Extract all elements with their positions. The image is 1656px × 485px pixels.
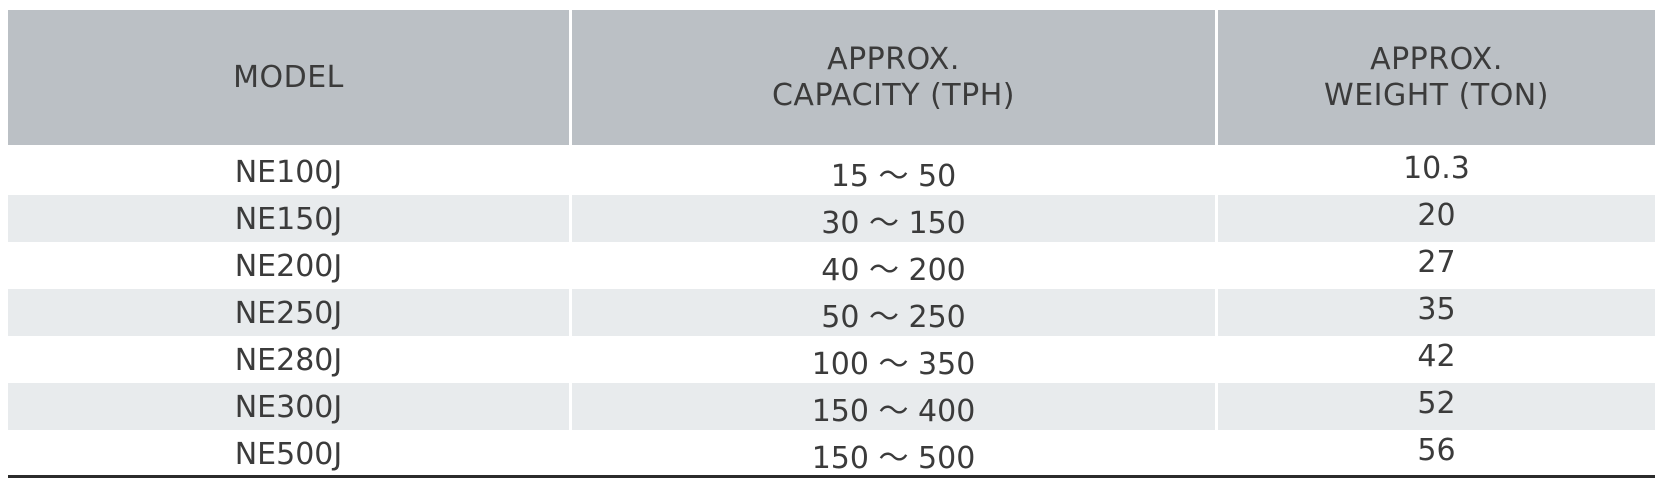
table-row: NE500J 150 〜 500 56 [8,430,1655,477]
cell-weight: 20 [1417,198,1456,233]
table-row: NE200J 40 〜 200 27 [8,242,1655,289]
table-row: NE100J 15 〜 50 10.3 [8,148,1655,195]
header-weight-line-1: APPROX. [1370,41,1503,77]
cell-capacity: 30 〜 150 [572,195,1218,242]
header-weight-line-2: WEIGHT (TON) [1324,77,1549,113]
header-weight: APPROX. WEIGHT (TON) [1218,10,1655,145]
cell-model: NE200J [8,242,572,289]
table-bottom-rule [8,475,1655,478]
cell-capacity: 15 〜 50 [572,148,1218,195]
table-row: NE150J 30 〜 150 20 [8,195,1655,242]
cell-weight: 35 [1417,292,1456,327]
cell-weight: 42 [1417,339,1456,374]
table-row: NE280J 100 〜 350 42 [8,336,1655,383]
header-capacity: APPROX. CAPACITY (TPH) [572,10,1218,145]
header-capacity-line-2: CAPACITY (TPH) [771,77,1015,113]
cell-capacity: 150 〜 500 [572,430,1218,477]
cell-model: NE500J [8,430,572,477]
cell-capacity: 40 〜 200 [572,242,1218,289]
cell-model: NE280J [8,336,572,383]
header-capacity-line-1: APPROX. [827,41,960,77]
header-model-label: MODEL [233,59,344,95]
cell-capacity: 50 〜 250 [572,289,1218,336]
cell-model: NE100J [8,148,572,195]
table-row: NE250J 50 〜 250 35 [8,289,1655,336]
cell-capacity: 150 〜 400 [572,383,1218,430]
cell-capacity: 100 〜 350 [572,336,1218,383]
cell-weight: 10.3 [1403,151,1470,186]
cell-model: NE300J [8,383,572,430]
cell-weight: 52 [1417,386,1456,421]
header-model: MODEL [8,10,572,145]
table-header-row: MODEL APPROX. CAPACITY (TPH) APPROX. WEI… [8,10,1655,148]
cell-model: NE250J [8,289,572,336]
spec-table: MODEL APPROX. CAPACITY (TPH) APPROX. WEI… [8,10,1655,477]
cell-weight: 27 [1417,245,1456,280]
cell-weight: 56 [1417,433,1456,468]
cell-model: NE150J [8,195,572,242]
table-row: NE300J 150 〜 400 52 [8,383,1655,430]
